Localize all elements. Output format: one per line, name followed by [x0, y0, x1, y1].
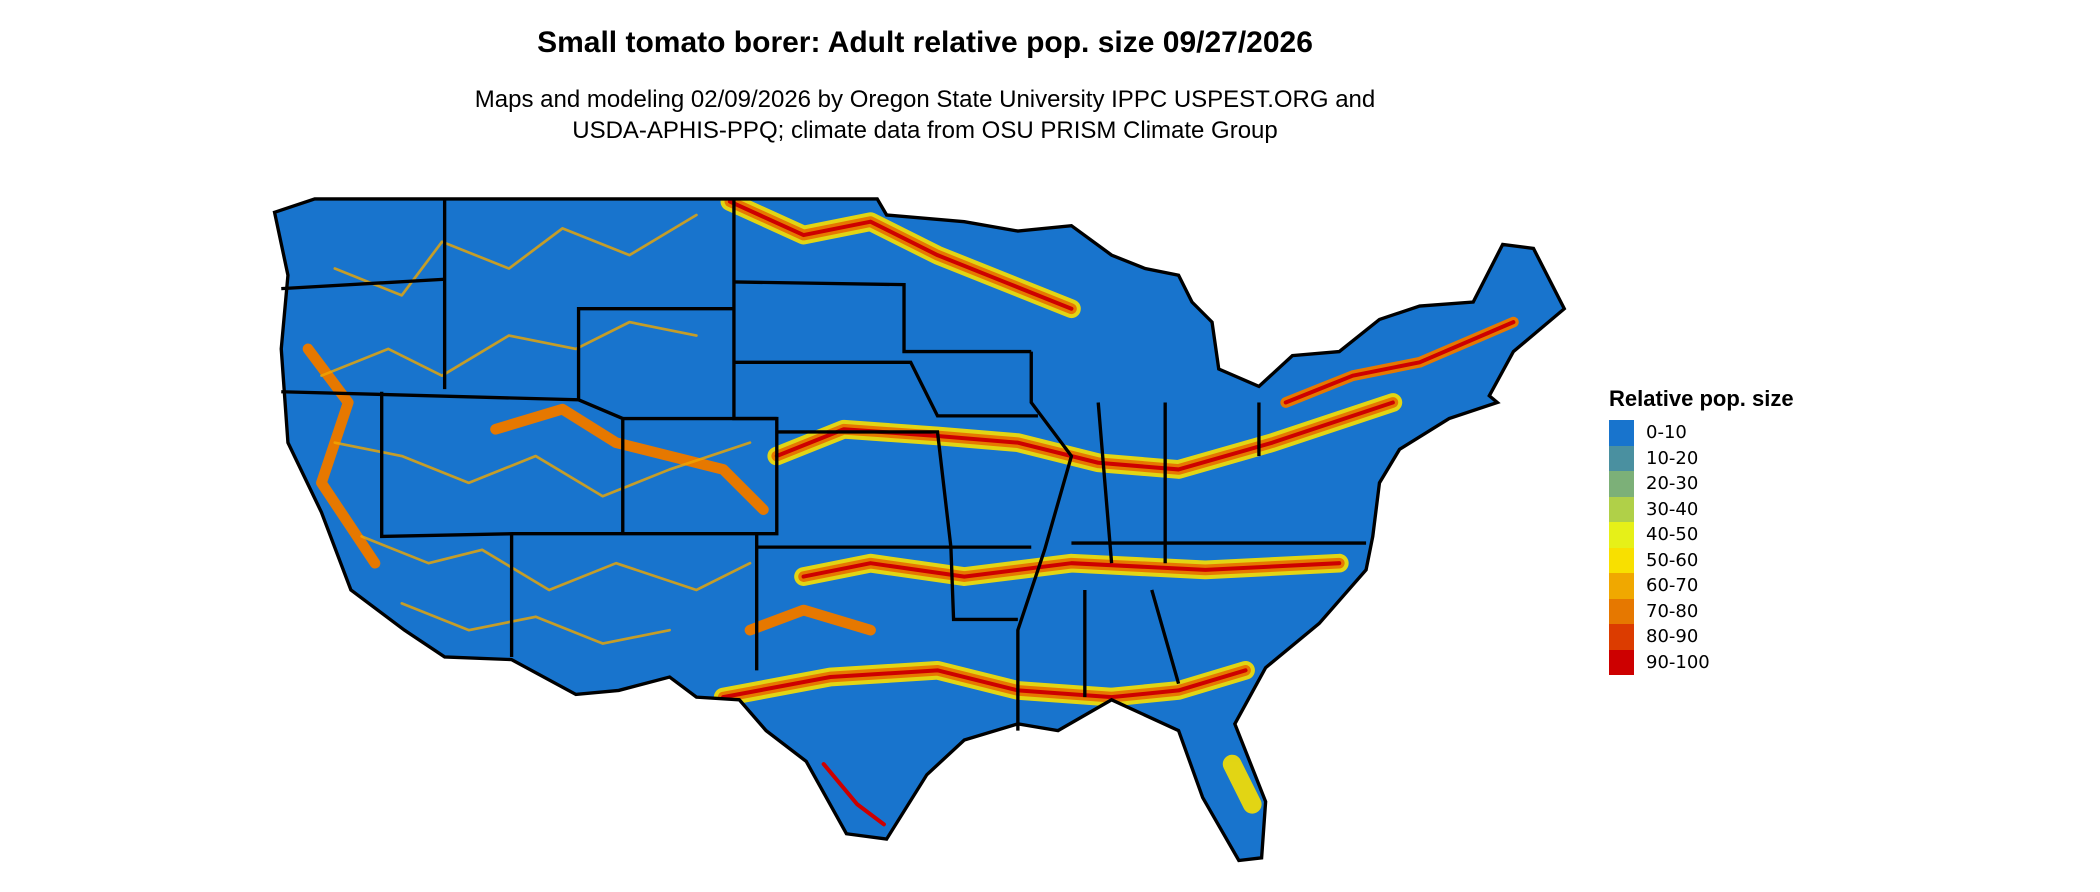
legend-label: 20-30: [1646, 473, 1699, 495]
legend-item: 80-90: [1609, 624, 1794, 650]
legend-item: 50-60: [1609, 547, 1794, 573]
legend-swatch: [1609, 496, 1634, 522]
legend-item: 60-70: [1609, 573, 1794, 599]
state-borders: [272, 197, 1566, 863]
legend-item: 10-20: [1609, 445, 1794, 471]
legend-label: 70-80: [1646, 600, 1699, 622]
legend-swatch: [1609, 471, 1634, 497]
legend-label: 90-100: [1646, 651, 1710, 673]
legend-title: Relative pop. size: [1609, 386, 1794, 411]
map-subtitle: Maps and modeling 02/09/2026 by Oregon S…: [0, 84, 1850, 146]
subtitle-line-1: Maps and modeling 02/09/2026 by Oregon S…: [474, 86, 1376, 113]
legend-label: 80-90: [1646, 626, 1699, 648]
legend-item: 30-40: [1609, 496, 1794, 522]
legend-swatch: [1609, 573, 1634, 599]
legend-item: 0-10: [1609, 420, 1794, 446]
legend-label: 10-20: [1646, 447, 1699, 469]
legend-swatch: [1609, 445, 1634, 471]
legend-swatch: [1609, 420, 1634, 446]
subtitle-line-2: USDA-APHIS-PPQ; climate data from OSU PR…: [572, 117, 1278, 144]
legend: Relative pop. size 0-10 10-20 20-30 30-40 40…: [1609, 386, 1794, 675]
legend-swatch: [1609, 598, 1634, 624]
map-title: Small tomato borer: Adult relative pop. …: [537, 26, 1313, 59]
legend-swatch: [1609, 522, 1634, 548]
legend-label: 50-60: [1646, 549, 1699, 571]
legend-label: 40-50: [1646, 524, 1699, 546]
legend-swatch: [1609, 624, 1634, 650]
legend-item: 20-30: [1609, 471, 1794, 497]
legend-item: 70-80: [1609, 598, 1794, 624]
legend-label: 0-10: [1646, 422, 1687, 444]
us-landmass: [274, 198, 1565, 861]
legend-item: 40-50: [1609, 522, 1794, 548]
legend-swatch: [1609, 649, 1634, 675]
legend-label: 60-70: [1646, 575, 1699, 597]
legend-label: 30-40: [1646, 498, 1699, 520]
legend-item: 90-100: [1609, 649, 1794, 675]
legend-swatch: [1609, 547, 1634, 573]
